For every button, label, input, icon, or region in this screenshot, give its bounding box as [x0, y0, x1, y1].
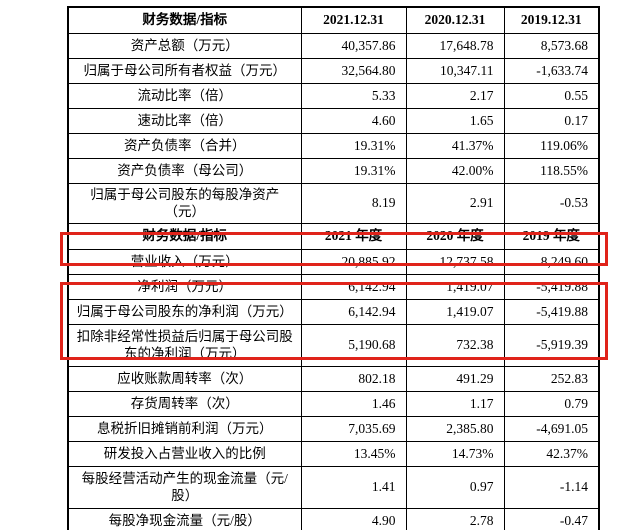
cell-value: 252.83 — [503, 365, 600, 392]
table-row-current-ratio: 流动比率（倍） 5.33 2.17 0.55 — [67, 82, 600, 109]
cell-value: 0.97 — [405, 465, 505, 509]
cell-value: 1.46 — [300, 390, 407, 417]
cell-value: 2,385.80 — [405, 415, 505, 442]
cell-value: -5,919.39 — [503, 323, 600, 367]
cell-value: 40,357.86 — [300, 32, 407, 59]
cell-value: 491.29 — [405, 365, 505, 392]
row-label: 资产负债率（母公司） — [67, 157, 302, 184]
row-label: 资产总额（万元） — [67, 32, 302, 59]
table-row-net-profit-parent: 归属于母公司股东的净利润（万元） 6,142.94 1,419.07 -5,41… — [67, 298, 600, 325]
table-row-quick-ratio: 速动比率（倍） 4.60 1.65 0.17 — [67, 107, 600, 134]
row-label: 归属于母公司股东的每股净资产（元） — [67, 182, 302, 224]
column-header-indicator: 财务数据/指标 — [67, 222, 302, 250]
cell-value: 8,573.68 — [503, 32, 600, 59]
cell-value: 1.65 — [405, 107, 505, 134]
cell-value: 19.31% — [300, 157, 407, 184]
cell-value: 802.18 — [300, 365, 407, 392]
column-header-indicator: 财务数据/指标 — [67, 6, 302, 34]
cell-value: -0.53 — [503, 182, 600, 224]
cell-value: 5,190.68 — [300, 323, 407, 367]
table-row-ebitda: 息税折旧摊销前利润（万元） 7,035.69 2,385.80 -4,691.0… — [67, 415, 600, 442]
column-header-2020-fy: 2020 年度 — [405, 222, 505, 250]
table-row-operating-cashflow-per-share: 每股经营活动产生的现金流量（元/股） 1.41 0.97 -1.14 — [67, 465, 600, 509]
cell-value: 8.19 — [300, 182, 407, 224]
cell-value: 6,142.94 — [300, 273, 407, 300]
cell-value: -4,691.05 — [503, 415, 600, 442]
cell-value: 17,648.78 — [405, 32, 505, 59]
table-row-rd-ratio: 研发投入占营业收入的比例 13.45% 14.73% 42.37% — [67, 440, 600, 467]
balance-header-row: 财务数据/指标 2021.12.31 2020.12.31 2019.12.31 — [67, 6, 600, 34]
cell-value: -5,419.88 — [503, 273, 600, 300]
table-row-total-assets: 资产总额（万元） 40,357.86 17,648.78 8,573.68 — [67, 32, 600, 59]
table-row-net-profit: 净利润（万元） 6,142.94 1,419.07 -5,419.88 — [67, 273, 600, 300]
cell-value: 5.33 — [300, 82, 407, 109]
row-label: 每股净现金流量（元/股） — [67, 507, 302, 530]
column-header-2019-12-31: 2019.12.31 — [503, 6, 600, 34]
table-row-inventory-turnover: 存货周转率（次） 1.46 1.17 0.79 — [67, 390, 600, 417]
table-row-receivables-turnover: 应收账款周转率（次） 802.18 491.29 252.83 — [67, 365, 600, 392]
column-header-2021-fy: 2021 年度 — [300, 222, 407, 250]
cell-value: 32,564.80 — [300, 57, 407, 84]
row-label: 息税折旧摊销前利润（万元） — [67, 415, 302, 442]
cell-value: -1.14 — [503, 465, 600, 509]
cell-value: 12,737.58 — [405, 248, 505, 275]
row-label: 速动比率（倍） — [67, 107, 302, 134]
cell-value: 2.17 — [405, 82, 505, 109]
row-label: 应收账款周转率（次） — [67, 365, 302, 392]
table-row-net-profit-deducted: 扣除非经常性损益后归属于母公司股东的净利润（万元） 5,190.68 732.3… — [67, 323, 600, 367]
row-label: 营业收入（万元） — [67, 248, 302, 275]
row-label: 资产负债率（合并） — [67, 132, 302, 159]
cell-value: 13.45% — [300, 440, 407, 467]
table-row-net-cashflow-per-share: 每股净现金流量（元/股） 4.90 2.78 -0.47 — [67, 507, 600, 530]
cell-value: 1,419.07 — [405, 273, 505, 300]
column-header-2020-12-31: 2020.12.31 — [405, 6, 505, 34]
cell-value: 4.90 — [300, 507, 407, 530]
cell-value: -0.47 — [503, 507, 600, 530]
cell-value: 42.00% — [405, 157, 505, 184]
financial-indicators-table: 财务数据/指标 2021.12.31 2020.12.31 2019.12.31… — [67, 6, 600, 530]
row-label: 归属于母公司所有者权益（万元） — [67, 57, 302, 84]
cell-value: 19.31% — [300, 132, 407, 159]
cell-value: 118.55% — [503, 157, 600, 184]
cell-value: 14.73% — [405, 440, 505, 467]
income-header-row: 财务数据/指标 2021 年度 2020 年度 2019 年度 — [67, 222, 600, 250]
cell-value: 2.78 — [405, 507, 505, 530]
cell-value: 42.37% — [503, 440, 600, 467]
cell-value: 7,035.69 — [300, 415, 407, 442]
cell-value: 1.17 — [405, 390, 505, 417]
cell-value: 0.17 — [503, 107, 600, 134]
table-row-operating-revenue: 营业收入（万元） 20,885.92 12,737.58 8,249.60 — [67, 248, 600, 275]
cell-value: 119.06% — [503, 132, 600, 159]
cell-value: 2.91 — [405, 182, 505, 224]
row-label: 流动比率（倍） — [67, 82, 302, 109]
table-row-net-assets-per-share: 归属于母公司股东的每股净资产（元） 8.19 2.91 -0.53 — [67, 182, 600, 224]
row-label: 存货周转率（次） — [67, 390, 302, 417]
cell-value: 4.60 — [300, 107, 407, 134]
row-label: 净利润（万元） — [67, 273, 302, 300]
table-row-debt-ratio-consolidated: 资产负债率（合并） 19.31% 41.37% 119.06% — [67, 132, 600, 159]
cell-value: 0.55 — [503, 82, 600, 109]
row-label: 归属于母公司股东的净利润（万元） — [67, 298, 302, 325]
cell-value: 732.38 — [405, 323, 505, 367]
cell-value: 6,142.94 — [300, 298, 407, 325]
row-label: 扣除非经常性损益后归属于母公司股东的净利润（万元） — [67, 323, 302, 367]
cell-value: 10,347.11 — [405, 57, 505, 84]
cell-value: 41.37% — [405, 132, 505, 159]
cell-value: 20,885.92 — [300, 248, 407, 275]
table-row-parent-equity: 归属于母公司所有者权益（万元） 32,564.80 10,347.11 -1,6… — [67, 57, 600, 84]
table-row-debt-ratio-parent: 资产负债率（母公司） 19.31% 42.00% 118.55% — [67, 157, 600, 184]
cell-value: -5,419.88 — [503, 298, 600, 325]
cell-value: 1,419.07 — [405, 298, 505, 325]
cell-value: -1,633.74 — [503, 57, 600, 84]
cell-value: 1.41 — [300, 465, 407, 509]
column-header-2021-12-31: 2021.12.31 — [300, 6, 407, 34]
column-header-2019-fy: 2019 年度 — [503, 222, 600, 250]
row-label: 研发投入占营业收入的比例 — [67, 440, 302, 467]
cell-value: 8,249.60 — [503, 248, 600, 275]
row-label: 每股经营活动产生的现金流量（元/股） — [67, 465, 302, 509]
cell-value: 0.79 — [503, 390, 600, 417]
